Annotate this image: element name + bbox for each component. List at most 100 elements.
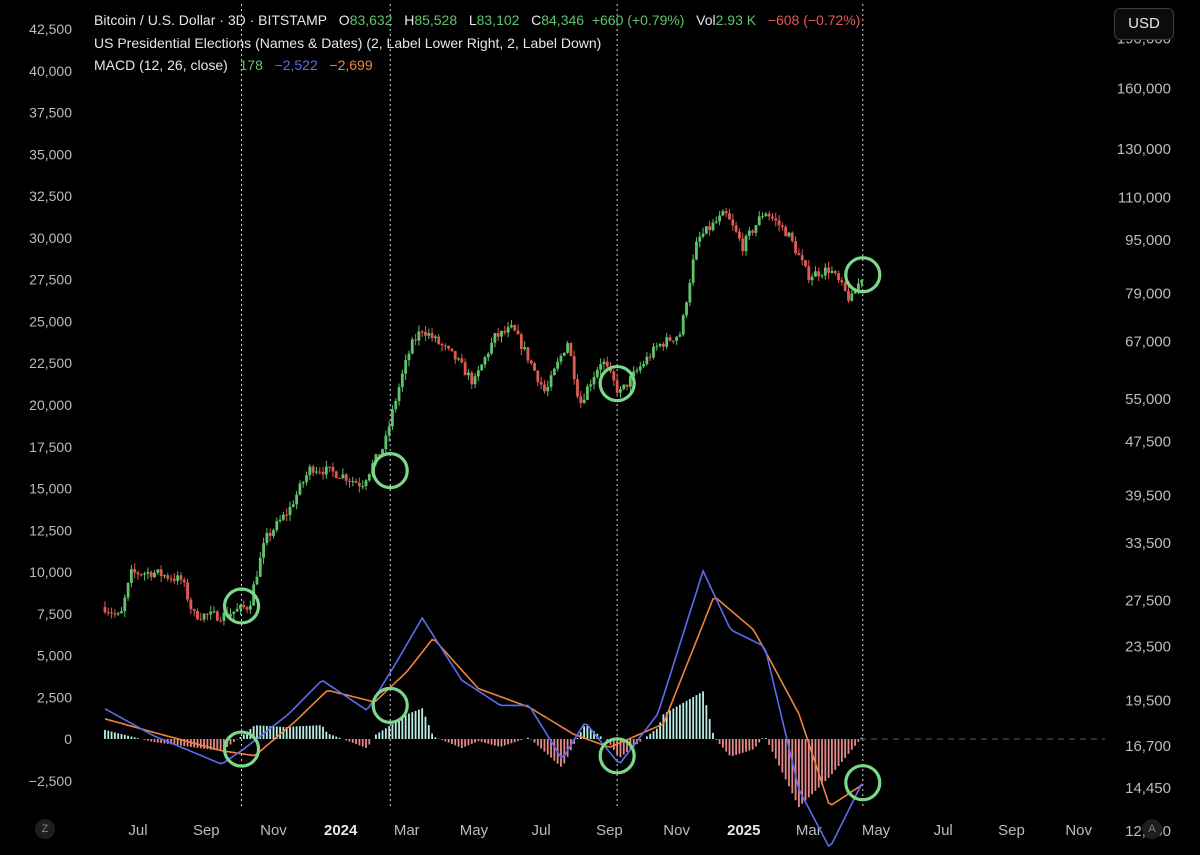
candle [681,313,685,337]
candle [358,477,361,493]
candle [163,574,166,579]
candle [377,454,381,456]
macd-axis-tick: 12,500 [29,522,72,538]
price-axis-tick: 23,500 [1125,638,1171,655]
circle-marker [222,587,261,625]
candle [120,606,123,614]
time-axis-tick: Sep [998,822,1025,839]
macd-axis-tick: 15,000 [29,481,72,497]
candle [767,211,771,221]
candle [483,355,487,369]
candle [417,325,421,346]
candle [463,358,467,376]
candle [460,353,464,364]
candle [367,473,371,483]
price-axis-tick: 16,700 [1125,738,1171,755]
candle [523,341,527,351]
circle-marker [598,737,636,775]
candle [685,301,688,319]
macd-axis-tick: 35,000 [29,146,72,162]
candle [348,477,351,488]
candle [166,572,170,582]
candle [827,261,831,280]
candle [701,227,705,239]
candle [668,334,672,342]
candle [526,347,530,364]
macd-axis-tick: 7,500 [37,606,72,622]
candle [450,348,454,352]
circle-marker [371,452,409,490]
candle [338,477,341,479]
candle [473,372,477,389]
candle [205,612,209,621]
candle [192,608,196,617]
time-axis-tick: Sep [596,822,623,839]
candle [747,227,751,240]
open-value: 83,632 [349,12,393,28]
candle [480,364,484,371]
candle [539,376,543,390]
time-axis-tick: 2025 [727,822,760,839]
macd-axis-tick: −2,500 [29,773,72,789]
candle [149,570,153,581]
price-axis-tick: 55,000 [1125,391,1171,408]
candle [837,270,840,284]
candle [440,342,444,352]
candle [457,357,460,361]
candle [678,331,682,338]
zoom-button[interactable]: Z [35,819,55,839]
auto-scale-button[interactable]: A [1142,819,1162,839]
macd-axis-tick: 2,500 [37,689,72,705]
candle [176,571,180,585]
high-label: H [404,12,415,28]
macd-axis-tick: 27,500 [29,272,72,288]
candle [576,374,579,399]
circle-marker [844,764,882,802]
candle [189,597,193,615]
candle [771,213,774,222]
candle [506,322,510,338]
candle [331,462,335,478]
candle [559,353,563,365]
candle [635,367,639,374]
candle [572,350,576,385]
candle [315,466,318,475]
candle [615,375,619,397]
high-value: 85,528 [414,12,458,28]
candle [529,359,533,366]
candle [400,369,404,392]
candle [493,332,497,348]
candle [510,319,513,329]
candle [817,267,821,282]
candle [467,368,470,381]
candle [391,405,394,431]
candle [394,398,398,413]
price-axis-tick: 27,500 [1125,593,1171,610]
candle [341,468,345,480]
candle [741,233,745,256]
price-axis-tick: 95,000 [1125,232,1171,249]
time-axis-tick: Nov [1065,822,1092,839]
candle [533,361,536,372]
candle [159,565,163,583]
candle [724,207,728,218]
time-axis: Jul Sep Nov 2024 Mar May Jul Sep Nov 2025 Mar May Ju… [128,822,1092,839]
candle [503,325,507,336]
macd-axis-tick: 10,000 [29,564,72,580]
candle [262,537,265,565]
candle [278,515,282,524]
candle [255,570,259,586]
macd-axis-tick: 0 [64,731,72,747]
candle [272,528,275,539]
macd-line [104,568,863,848]
macd-axis-tick: 20,000 [29,397,72,413]
candle [698,231,702,248]
candle [721,209,725,216]
currency-button[interactable]: USD [1114,8,1174,40]
candle [318,467,322,475]
vol-change-value: −608 (−0.72%) [767,12,861,28]
candle [652,342,655,360]
candle [691,254,695,286]
macd-axis-tick: 42,500 [29,21,72,37]
